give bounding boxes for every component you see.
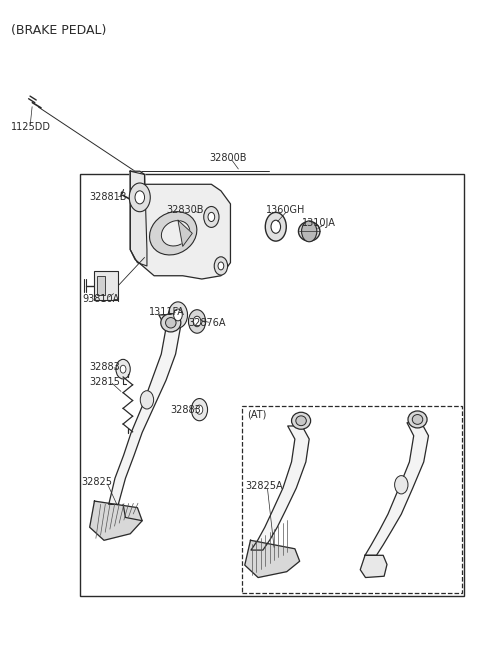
Polygon shape [245, 541, 300, 577]
Circle shape [214, 256, 228, 275]
Circle shape [301, 221, 317, 242]
Circle shape [265, 213, 286, 241]
Text: 1310JA: 1310JA [302, 218, 336, 228]
Polygon shape [365, 422, 429, 556]
Ellipse shape [150, 212, 197, 255]
Text: 1360GH: 1360GH [266, 205, 306, 215]
Ellipse shape [166, 318, 176, 328]
Text: 32825: 32825 [82, 476, 113, 487]
Text: (AT): (AT) [247, 409, 266, 419]
Polygon shape [130, 171, 147, 266]
Circle shape [208, 213, 215, 222]
Text: 32883: 32883 [171, 405, 202, 415]
Text: 32876A: 32876A [189, 318, 226, 328]
Circle shape [120, 365, 126, 373]
Ellipse shape [408, 411, 427, 428]
Circle shape [218, 262, 224, 270]
Text: 32825A: 32825A [246, 481, 283, 491]
Ellipse shape [291, 412, 311, 429]
Bar [242, 406, 462, 592]
Ellipse shape [161, 314, 181, 332]
Text: (BRAKE PEDAL): (BRAKE PEDAL) [11, 24, 106, 37]
Circle shape [395, 476, 408, 494]
Circle shape [271, 220, 281, 234]
Bar [95, 271, 118, 300]
Text: 93810A: 93810A [83, 294, 120, 304]
Text: 32830B: 32830B [166, 205, 204, 215]
Polygon shape [130, 171, 230, 279]
Bar [97, 276, 106, 295]
Polygon shape [109, 315, 180, 504]
Circle shape [174, 309, 182, 321]
Circle shape [135, 191, 144, 204]
Ellipse shape [299, 222, 320, 241]
Circle shape [196, 405, 203, 414]
Ellipse shape [161, 220, 190, 246]
Circle shape [204, 207, 219, 228]
Bar [80, 174, 464, 596]
Text: 1125DD: 1125DD [11, 122, 51, 132]
Circle shape [192, 399, 207, 420]
Text: 32800B: 32800B [209, 153, 247, 163]
Circle shape [129, 183, 150, 212]
Polygon shape [90, 501, 142, 541]
Polygon shape [360, 556, 387, 577]
Polygon shape [251, 426, 309, 550]
Text: 1311FA: 1311FA [149, 306, 185, 317]
Text: 32883: 32883 [90, 362, 120, 372]
Text: 32815: 32815 [90, 377, 120, 386]
Ellipse shape [296, 416, 306, 426]
Text: 32881B: 32881B [90, 192, 127, 202]
Circle shape [193, 316, 201, 327]
Circle shape [140, 391, 154, 409]
Ellipse shape [412, 415, 423, 424]
Polygon shape [178, 220, 192, 247]
Circle shape [168, 302, 188, 328]
Circle shape [116, 359, 130, 379]
Circle shape [189, 310, 205, 333]
